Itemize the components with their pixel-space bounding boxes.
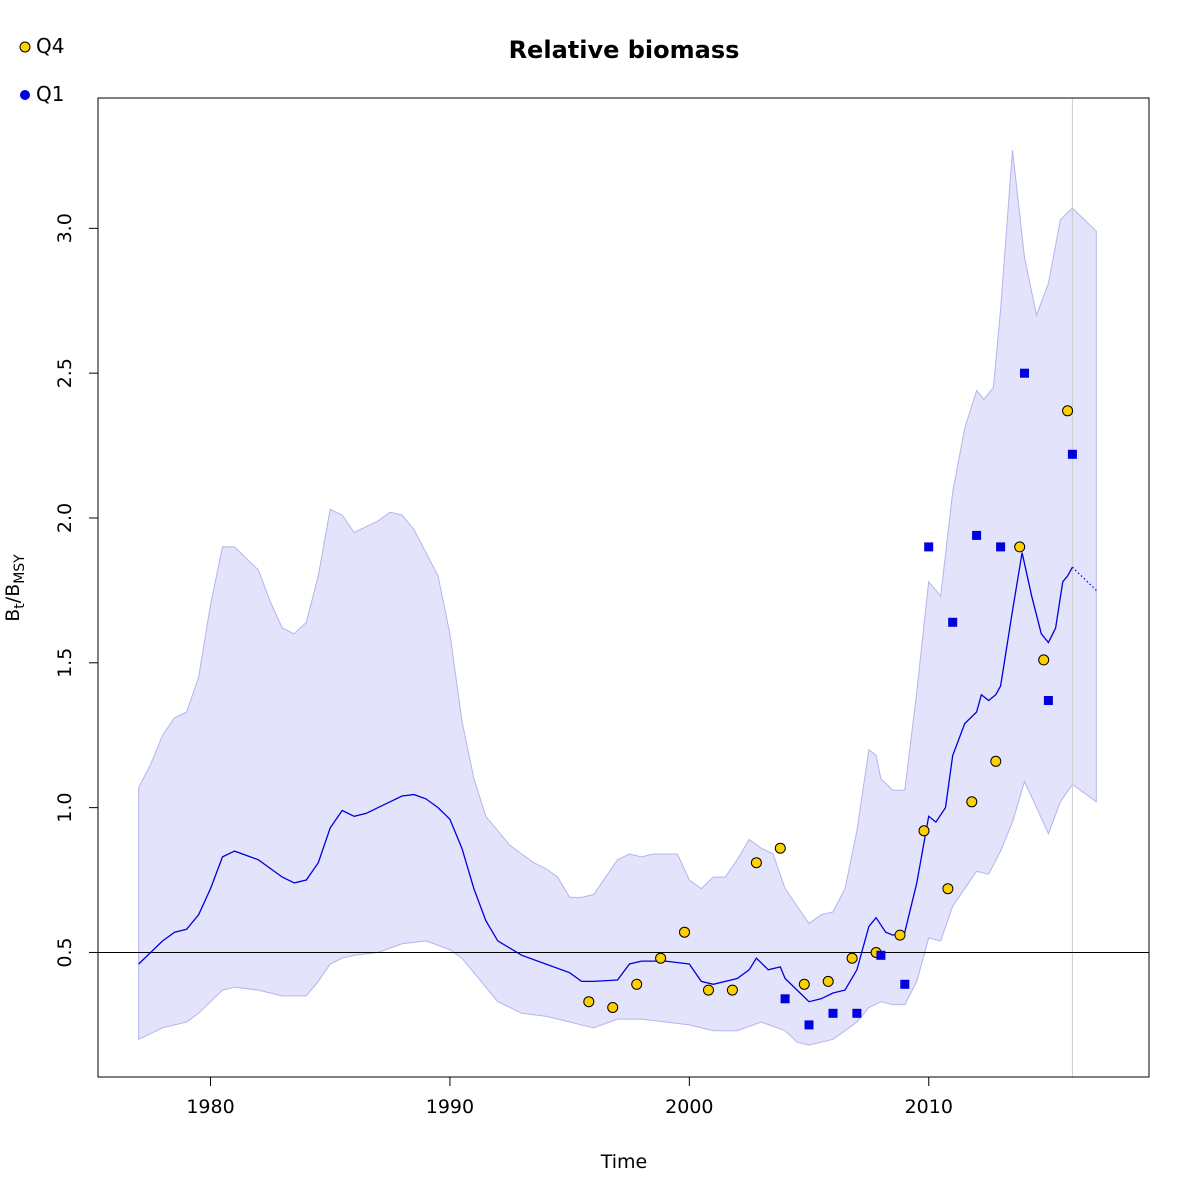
q1-point <box>948 617 958 627</box>
q1-point <box>1043 696 1053 705</box>
q1-point <box>852 1008 862 1018</box>
q1-point <box>996 542 1006 552</box>
y-axis-label-base: B <box>2 609 24 622</box>
confidence-band <box>138 150 1097 1046</box>
biomass-estimate-line <box>138 552 1073 1003</box>
x-axis-label: Time <box>600 1151 648 1173</box>
y-axis-label-sub2: MSY <box>12 554 28 584</box>
q4-point <box>966 796 978 808</box>
y-tick-label: 1.5 <box>54 648 76 678</box>
y-axis-label: Bt/BMSY <box>2 554 28 622</box>
plot-frame <box>97 97 1150 1078</box>
x-tick-label: 1980 <box>186 1096 234 1118</box>
x-tick-label: 2000 <box>665 1096 713 1118</box>
q1-point <box>924 542 934 552</box>
q1-point <box>828 1008 838 1018</box>
legend-q1-label: Q1 <box>36 82 64 106</box>
q4-point <box>774 842 786 854</box>
q4-point <box>631 978 643 990</box>
q4-point <box>679 926 690 938</box>
q1-point <box>972 530 982 540</box>
legend: Q4 Q1 <box>19 34 64 106</box>
q4-point <box>1038 654 1050 666</box>
chart-title: Relative biomass <box>509 36 740 64</box>
q1-point <box>1020 368 1029 378</box>
q4-point <box>583 996 595 1008</box>
q1-point <box>804 1020 814 1030</box>
y-tick-label: 2.0 <box>54 503 76 533</box>
q4-point <box>822 975 834 987</box>
q4-point <box>942 883 954 895</box>
q1-point <box>1067 449 1077 459</box>
legend-q4-label: Q4 <box>36 34 64 58</box>
y-axis-label-sub1: t <box>12 603 28 609</box>
plot-area <box>98 98 1149 1077</box>
x-tick-label: 2010 <box>905 1096 953 1118</box>
q4-series <box>583 405 1074 1013</box>
q4-point <box>798 978 810 990</box>
legend-q4-marker <box>19 41 31 53</box>
q1-point <box>900 979 910 989</box>
q4-point <box>655 952 667 964</box>
y-tick-label: 0.5 <box>54 937 76 967</box>
y-tick-label: 3.0 <box>54 213 76 243</box>
q1-point <box>780 994 790 1004</box>
q4-point <box>607 1002 619 1013</box>
biomass-forecast-line <box>1071 566 1097 591</box>
q4-point <box>918 825 930 837</box>
y-tick-label: 1.0 <box>54 792 76 822</box>
y-axis: 0.5 1.0 1.5 2.0 2.5 3.0 <box>54 213 98 968</box>
y-tick-label: 2.5 <box>54 358 76 388</box>
q1-series <box>780 368 1077 1030</box>
q4-point <box>1014 541 1026 553</box>
q1-point <box>876 950 886 960</box>
x-axis: 1980 1990 2000 2010 <box>186 1077 953 1118</box>
legend-q1-marker <box>20 90 30 100</box>
q4-point <box>703 984 714 996</box>
x-tick-label: 1990 <box>426 1096 474 1118</box>
q4-point <box>990 755 1002 767</box>
q4-point <box>846 952 858 964</box>
q4-point <box>1062 405 1074 417</box>
q4-point <box>726 984 738 996</box>
y-axis-label-slash: /B <box>2 584 24 603</box>
q4-point <box>894 929 906 941</box>
q4-point <box>750 857 762 869</box>
